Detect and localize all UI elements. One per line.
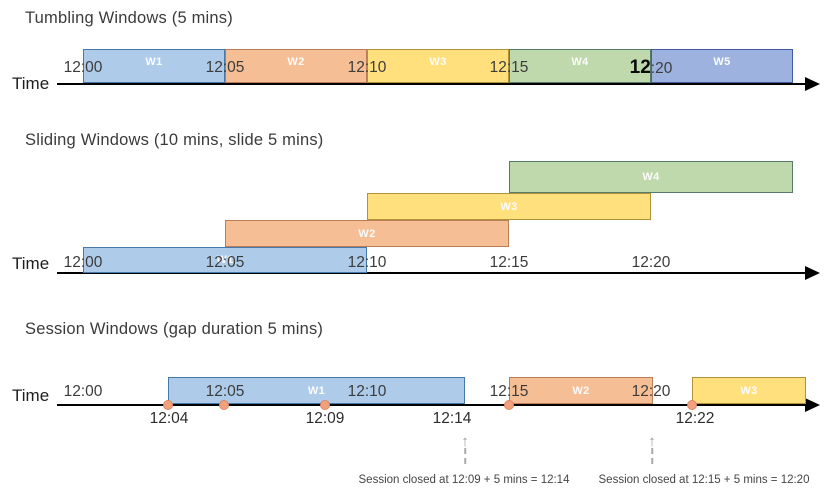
event-dot (687, 400, 697, 410)
window-box-w4 (509, 49, 651, 83)
event-time-label: 12:09 (305, 410, 345, 427)
window-box-w1 (83, 49, 225, 83)
dashed-line (464, 448, 466, 464)
time-axis-label-session: Time (12, 386, 50, 405)
callout-arrow-icon: ↑ (648, 433, 656, 464)
event-dot (219, 400, 229, 410)
time-tick-label: 12:15 (489, 59, 529, 76)
up-arrow-icon: ↑ (461, 433, 469, 450)
section-title-session: Session Windows (gap duration 5 mins) (25, 320, 324, 338)
window-box-w3 (367, 49, 509, 83)
event-time-label: 12:22 (675, 410, 715, 427)
time-tick-label: 12:20 (631, 254, 671, 271)
time-tick-label: 12:15 (489, 383, 529, 400)
time-tick-rest-part: :20 (650, 60, 673, 77)
window-label: W1 (307, 384, 326, 397)
window-label: W5 (713, 56, 731, 68)
time-axis-line (57, 83, 808, 85)
window-box-w2 (509, 377, 653, 404)
window-label: W1 (145, 56, 163, 68)
event-time-label: 12:14 (432, 410, 472, 427)
up-arrow-icon: ↑ (648, 433, 656, 450)
time-tick-label: 12:05 (205, 254, 245, 271)
time-tick-label: 12:20 (630, 57, 673, 79)
section-title-sliding: Sliding Windows (10 mins, slide 5 mins) (25, 131, 324, 149)
window-label: W2 (287, 56, 305, 68)
axis-arrowhead-icon (805, 77, 820, 91)
window-label: W3 (500, 200, 518, 213)
event-time-label: 12:04 (149, 410, 189, 427)
axis-arrowhead-icon (805, 266, 820, 280)
time-tick-label: 12:00 (63, 254, 103, 271)
callout-arrow-icon: ↑ (461, 433, 469, 464)
time-axis-line (57, 272, 808, 274)
window-box-w1 (83, 247, 367, 273)
session-closed-annotation: Session closed at 12:15 + 5 mins = 12:20 (598, 474, 810, 486)
time-axis-line (57, 404, 808, 406)
dashed-line (651, 448, 653, 464)
time-tick-label: 12:00 (63, 383, 103, 400)
window-box-w1 (168, 377, 465, 404)
window-label: W4 (642, 171, 660, 183)
window-box-w2 (225, 220, 509, 247)
section-title-tumbling: Tumbling Windows (5 mins) (25, 9, 233, 27)
event-dot (504, 400, 514, 410)
window-label: W2 (572, 384, 590, 397)
window-label: W1 (216, 254, 234, 266)
time-axis-label-sliding: Time (12, 254, 50, 273)
axis-arrowhead-icon (805, 398, 820, 412)
time-tick-label: 12:10 (347, 383, 387, 400)
window-box-w2 (225, 49, 367, 83)
time-tick-label: 12:15 (489, 254, 529, 271)
time-tick-label: 12:20 (631, 383, 671, 400)
window-box-w5 (651, 49, 793, 83)
window-box-w3 (692, 377, 806, 404)
window-label: W3 (429, 56, 447, 68)
event-dot (320, 400, 330, 410)
time-tick-label: 12:10 (347, 59, 387, 76)
time-tick-label: 12:00 (63, 59, 103, 76)
window-label: W2 (358, 227, 376, 240)
time-tick-label: 12:10 (347, 254, 387, 271)
time-tick-strong-part: 12 (629, 57, 651, 78)
session-closed-annotation: Session closed at 12:09 + 5 mins = 12:14 (358, 474, 570, 486)
time-tick-label: 12:05 (205, 383, 245, 400)
event-dot (163, 400, 173, 410)
window-label: W4 (571, 56, 589, 68)
time-tick-label: 12:05 (205, 59, 245, 76)
time-axis-label-tumbling: Time (12, 74, 50, 93)
window-box-w3 (367, 193, 651, 220)
window-label: W3 (740, 384, 758, 397)
window-box-w4 (509, 161, 793, 193)
